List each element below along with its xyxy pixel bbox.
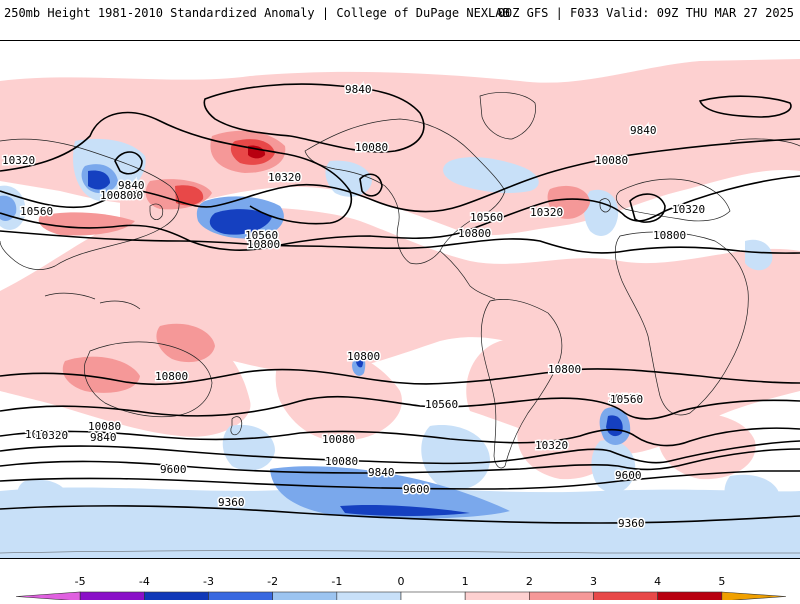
colorbar-tick-label: 5 [718, 575, 725, 588]
contour-label: 10800 [458, 227, 491, 240]
contour-label: 10800 [155, 370, 188, 383]
colorbar-swatch [144, 591, 209, 602]
contour-label: 9840 [630, 124, 657, 137]
colorbar-tick-label: -4 [139, 575, 150, 588]
contour-label: 9600 [403, 483, 430, 496]
colorbar-swatch [336, 591, 402, 602]
colorbar-swatch [657, 591, 723, 602]
contour-label: 10560 [425, 398, 458, 411]
contour-label: 9840 [118, 179, 145, 192]
contour-label: 10320 [530, 206, 563, 219]
contour-label: 10320 [672, 203, 705, 216]
contour-label: 10560 [245, 229, 278, 242]
contour-label: 10800 [653, 229, 686, 242]
contour-label: 10080 [355, 141, 388, 154]
contour-label: 10560 [20, 205, 53, 218]
contour-label: 10800 [347, 350, 380, 363]
colorbar-swatch [464, 591, 530, 602]
contour-label: 10560 [470, 211, 503, 224]
colorbar-swatch [15, 591, 81, 602]
colorbar-swatch [400, 591, 466, 602]
contour-label: 10080 [595, 154, 628, 167]
contour-label: 10320 [35, 429, 68, 442]
colorbar-tick-label: -1 [331, 575, 342, 588]
colorbar-tick-label: -5 [75, 575, 86, 588]
colorbar-tick-label: 2 [526, 575, 533, 588]
model-run-info: 00Z GFS | F033 Valid: 09Z THU MAR 27 202… [497, 6, 794, 20]
map-title: 250mb Height 1981-2010 Standardized Anom… [4, 6, 510, 20]
colorbar-swatch [593, 591, 658, 602]
contour-label: 10320 [2, 154, 35, 167]
contour-label: 10560 [608, 392, 641, 405]
contour-label: 10320 [268, 171, 301, 184]
contour-label: 10080 [88, 420, 121, 433]
colorbar-tick-label: -2 [267, 575, 278, 588]
colorbar-tick-label: 0 [398, 575, 405, 588]
colorbar-swatch [721, 591, 787, 602]
colorbar-tick-label: -3 [203, 575, 214, 588]
contour-label: 9840 [90, 431, 117, 444]
contour-labels: 9840103201008010560103201008010560108009… [1, 82, 707, 532]
contour-label: 10800 [247, 238, 280, 251]
contour-label: 9840 [368, 466, 395, 479]
height-contours [0, 83, 800, 524]
anomaly-map: 9840 10320 10080 10560 10320 10080 10560 10800 9… [0, 40, 800, 559]
contour-label: 9600 [160, 463, 187, 476]
colorbar-swatch [79, 591, 145, 602]
colorbar-tick-label: 3 [590, 575, 597, 588]
contour-label: 9360 [618, 517, 645, 530]
colorbar-swatch [208, 591, 273, 602]
contour-label: 10320 [25, 428, 58, 441]
colorbar-tick-label: 4 [654, 575, 661, 588]
anomaly-shading [0, 59, 800, 558]
colorbar-swatch [272, 591, 338, 602]
contour-label: 10560 [610, 393, 643, 406]
contour-label: 9360 [218, 496, 245, 509]
contour-label: 10080 [325, 455, 358, 468]
colorbar: -5 -4 -3 -2 -1 0 1 2 3 4 5 [0, 572, 800, 602]
contour-label: 9600 [615, 469, 642, 482]
colorbar-swatch [529, 591, 594, 602]
contour-label: 10080 [322, 433, 355, 446]
contour-label: 10080 [110, 189, 143, 202]
contour-label: 9840 [345, 83, 372, 96]
colorbar-tick-label: 1 [462, 575, 469, 588]
contour-label: 10080 [100, 189, 133, 202]
contour-label: 10320 [535, 439, 568, 452]
contour-label: 10800 [548, 363, 581, 376]
